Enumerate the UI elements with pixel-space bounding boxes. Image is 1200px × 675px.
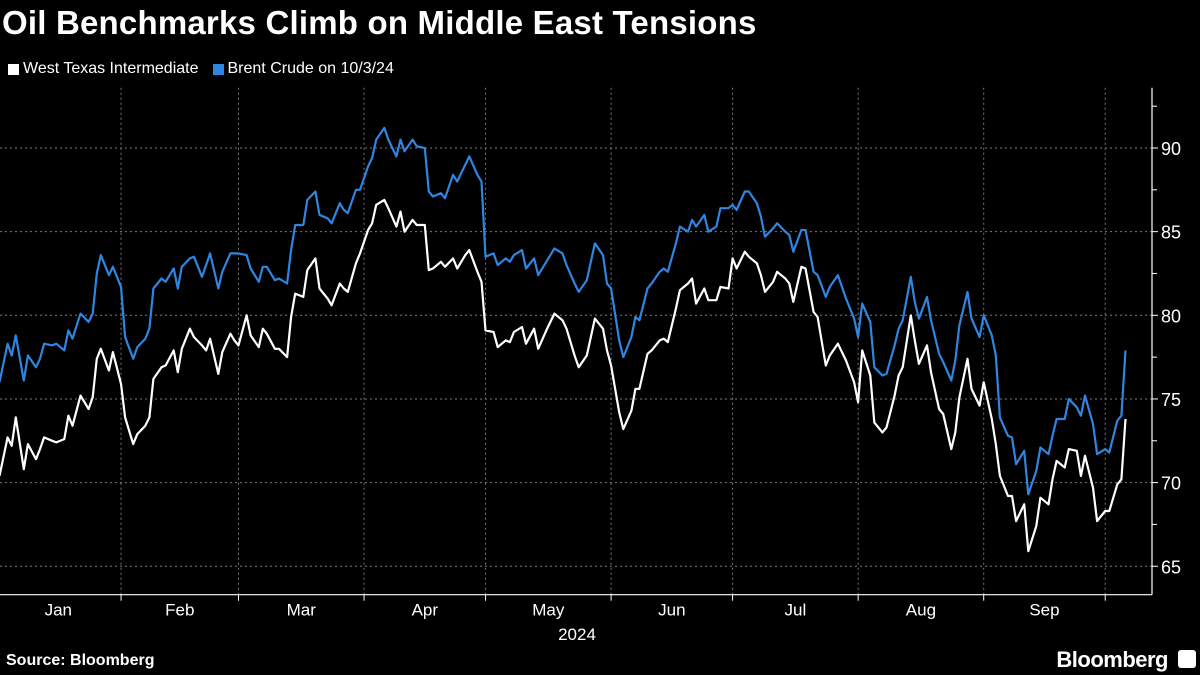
- y-tick-label: 90: [1161, 139, 1181, 159]
- brent-line: [0, 126, 1127, 496]
- gridlines: [0, 87, 1152, 595]
- x-tick-label: Sep: [1029, 601, 1059, 620]
- y-tick-label: 70: [1161, 474, 1181, 494]
- legend-label-wti: West Texas Intermediate: [23, 60, 199, 77]
- bloomberg-logo: Bloomberg: [1056, 647, 1168, 672]
- series-lines: [0, 126, 1127, 553]
- legend-label-brent: Brent Crude on 10/3/24: [227, 60, 394, 77]
- wti-line: [0, 198, 1127, 553]
- x-tick-label: Apr: [412, 601, 439, 620]
- x-tick-label: Jan: [45, 601, 72, 620]
- legend: West Texas Intermediate Brent Crude on 1…: [8, 60, 394, 78]
- x-tick-label: Jul: [785, 601, 807, 620]
- bloomberg-chart-icon: [1178, 650, 1196, 668]
- legend-item-brent: Brent Crude on 10/3/24: [212, 60, 394, 78]
- y-tick-label: 75: [1161, 390, 1181, 410]
- legend-swatch-brent: [212, 63, 224, 75]
- x-tick-label: Feb: [165, 601, 194, 620]
- x-tick-label: May: [532, 601, 565, 620]
- legend-item-wti: West Texas Intermediate: [8, 60, 199, 78]
- source-note: Source: Bloomberg: [6, 652, 155, 669]
- x-axis-year-label: 2024: [558, 625, 596, 644]
- y-tick-label: 65: [1161, 557, 1181, 577]
- y-tick-label: 80: [1161, 306, 1181, 326]
- y-tick-label: 85: [1161, 223, 1181, 243]
- x-tick-label: Mar: [287, 601, 317, 620]
- x-tick-label: Aug: [906, 601, 936, 620]
- legend-swatch-wti: [8, 63, 19, 75]
- axes: 65 70 75 80 85 90 Jan Feb Mar Apr May Jun Jul Aug Sep: [0, 87, 1181, 620]
- chart-title: Oil Benchmarks Climb on Middle East Tens…: [2, 4, 757, 41]
- x-tick-label: Jun: [658, 601, 685, 620]
